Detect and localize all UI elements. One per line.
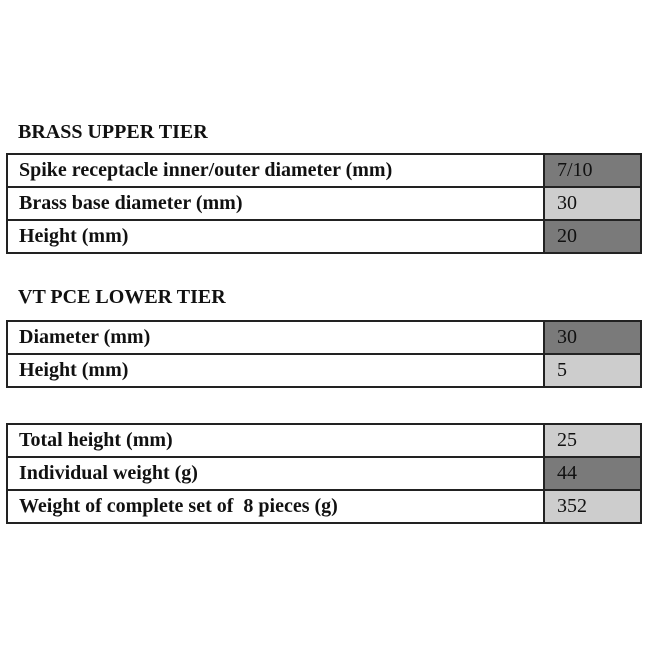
row-value: 352: [543, 489, 642, 524]
row-value: 44: [543, 456, 642, 491]
totals-table: Total height (mm) 25 Individual weight (…: [6, 423, 642, 524]
row-value: 7/10: [543, 153, 642, 188]
table-row: Diameter (mm) 30: [6, 320, 642, 355]
row-label: Brass base diameter (mm): [6, 186, 545, 221]
table-row: Weight of complete set of 8 pieces (g) 3…: [6, 489, 642, 524]
section-heading-vt-pce-lower-tier: VT PCE LOWER TIER: [18, 286, 226, 308]
brass-upper-tier-table: Spike receptacle inner/outer diameter (m…: [6, 153, 642, 254]
table-row: Individual weight (g) 44: [6, 456, 642, 491]
row-value: 5: [543, 353, 642, 388]
row-value: 30: [543, 320, 642, 355]
row-label: Weight of complete set of 8 pieces (g): [6, 489, 545, 524]
row-value: 25: [543, 423, 642, 458]
row-label: Spike receptacle inner/outer diameter (m…: [6, 153, 545, 188]
vt-pce-lower-tier-table: Diameter (mm) 30 Height (mm) 5: [6, 320, 642, 388]
section-heading-brass-upper-tier: BRASS UPPER TIER: [18, 121, 208, 143]
row-label: Height (mm): [6, 219, 545, 254]
row-label: Total height (mm): [6, 423, 545, 458]
table-row: Height (mm) 20: [6, 219, 642, 254]
table-row: Total height (mm) 25: [6, 423, 642, 458]
row-label: Diameter (mm): [6, 320, 545, 355]
table-row: Brass base diameter (mm) 30: [6, 186, 642, 221]
row-value: 30: [543, 186, 642, 221]
row-label: Individual weight (g): [6, 456, 545, 491]
row-value: 20: [543, 219, 642, 254]
row-label: Height (mm): [6, 353, 545, 388]
table-row: Height (mm) 5: [6, 353, 642, 388]
table-row: Spike receptacle inner/outer diameter (m…: [6, 153, 642, 188]
